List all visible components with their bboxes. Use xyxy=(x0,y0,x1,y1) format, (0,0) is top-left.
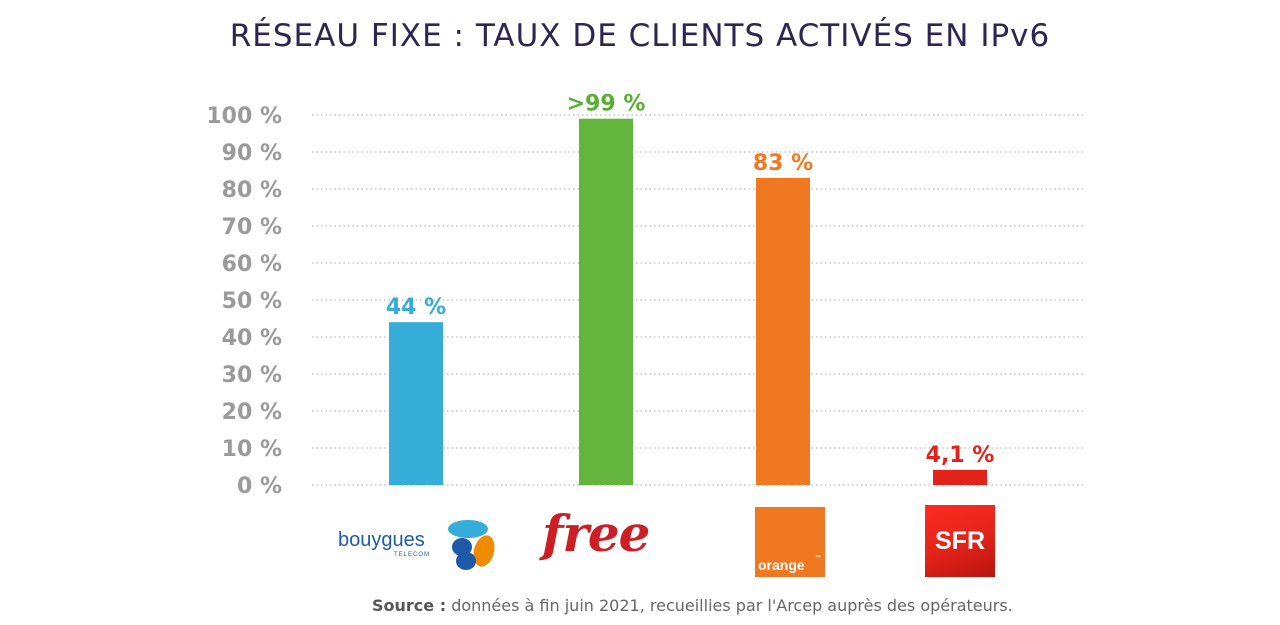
source-label: Source : xyxy=(372,596,447,615)
y-tick-label: 90 % xyxy=(222,141,282,166)
bouygues-logo-word: bouygues xyxy=(338,529,425,551)
y-tick-label: 80 % xyxy=(222,178,282,203)
orange-logo-trademark: ™ xyxy=(815,555,821,561)
source-note: Source : données à fin juin 2021, recuei… xyxy=(372,596,1013,615)
bar-free xyxy=(579,118,633,485)
sfr-logo-word: SFR xyxy=(935,527,985,555)
bar-sfr xyxy=(933,469,987,485)
y-tick-label: 0 % xyxy=(237,474,282,499)
bar-orange xyxy=(756,177,810,485)
free-logo: free xyxy=(540,500,685,570)
y-tick-label: 100 % xyxy=(206,104,282,129)
data-label: 44 % xyxy=(386,295,446,320)
sfr-logo: SFR xyxy=(925,505,995,577)
bouygues-logo-sub: TELECOM xyxy=(394,552,431,558)
orange-logo-word: orange xyxy=(758,557,805,573)
y-tick-label: 40 % xyxy=(222,326,282,351)
chart-title: RÉSEAU FIXE : TAUX DE CLIENTS ACTIVÉS EN… xyxy=(229,18,1051,54)
y-tick-label: 10 % xyxy=(222,437,282,462)
data-label: >99 % xyxy=(567,92,646,117)
bouygues-telecom-logo: bouygues TELECOM xyxy=(338,515,503,575)
bouygues-bubbles-icon xyxy=(448,520,495,570)
y-tick-label: 60 % xyxy=(222,252,282,277)
data-label: 83 % xyxy=(753,151,813,176)
y-tick-label: 50 % xyxy=(222,289,282,314)
source-text: données à fin juin 2021, recueillies par… xyxy=(451,596,1013,615)
y-tick-label: 70 % xyxy=(222,215,282,240)
orange-logo: orange ™ xyxy=(755,507,825,577)
free-logo-word: free xyxy=(542,504,650,563)
bar-bouygues-telecom xyxy=(389,322,443,485)
y-tick-label: 30 % xyxy=(222,363,282,388)
y-tick-label: 20 % xyxy=(222,400,282,425)
data-label: 4,1 % xyxy=(926,443,995,468)
